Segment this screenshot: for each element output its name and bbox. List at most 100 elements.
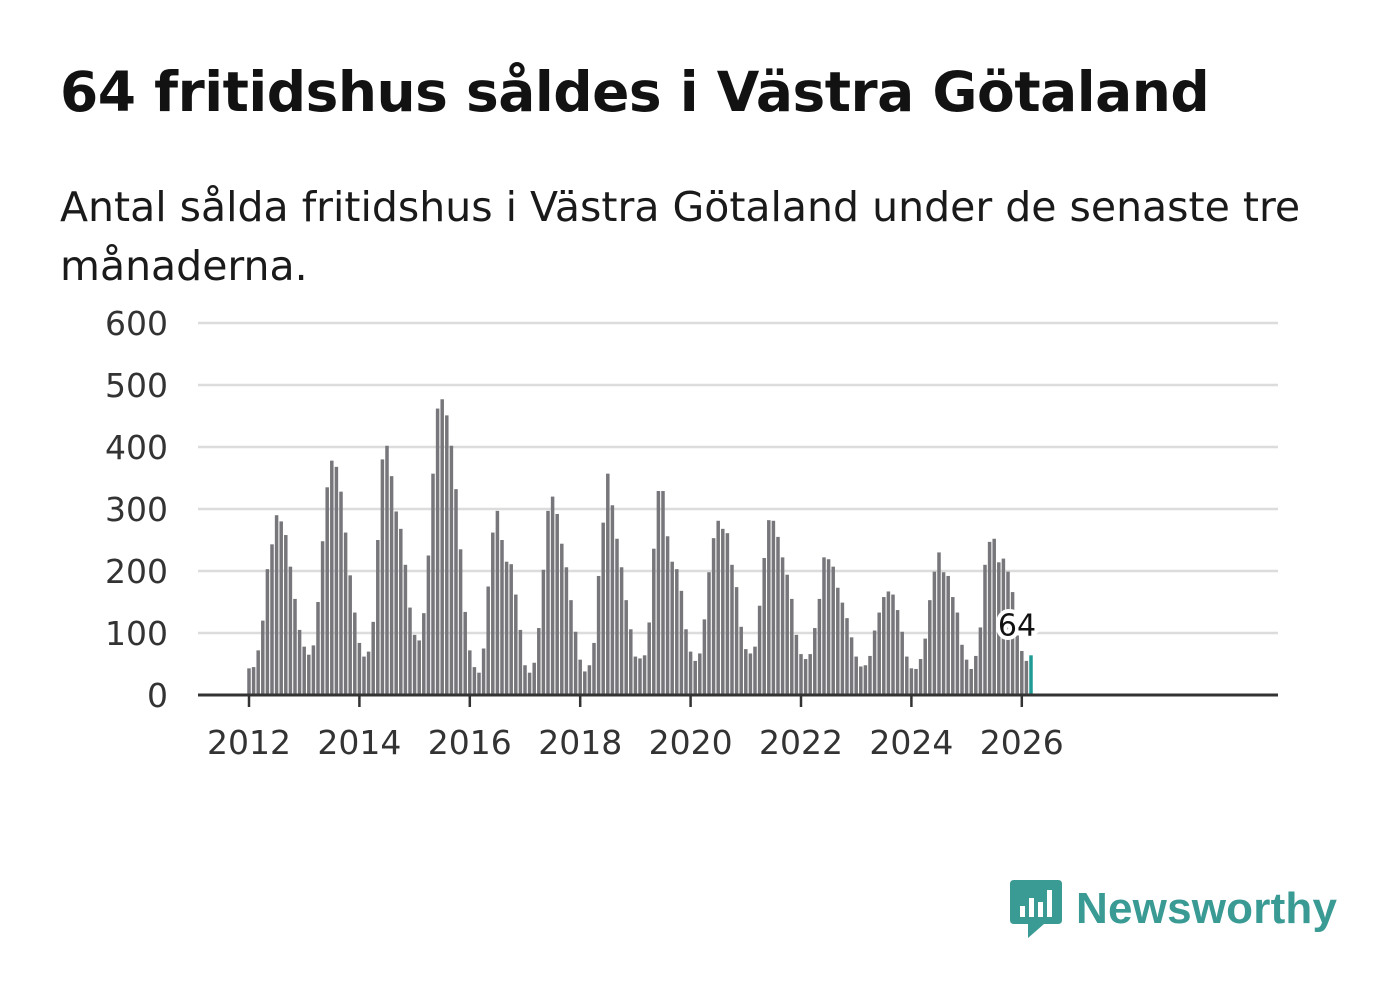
bar [486,586,490,695]
bar [431,473,435,695]
bar [247,668,251,695]
bar [348,575,352,695]
bar [872,630,877,695]
bar [716,520,720,695]
y-tick-label-100: 100 [105,614,168,653]
newsworthy-brand[interactable]: Newsworthy [1010,878,1337,940]
y-tick-label-600: 600 [105,304,168,343]
bar [702,619,707,695]
bar [380,459,385,695]
bar [537,628,541,695]
x-tick-label-2014: 2014 [317,723,401,762]
bar [279,521,283,695]
y-tick-label-500: 500 [105,366,168,405]
bar [583,671,587,695]
bar [458,549,463,695]
bar [932,571,937,695]
bar [311,645,316,695]
bar [831,566,835,695]
bar [610,505,615,695]
bar [449,445,454,695]
bar [776,536,780,695]
bar [928,600,932,695]
bar [633,656,638,695]
bar [293,598,297,695]
bar-highlight [1029,655,1033,695]
x-tick-label-2016: 2016 [428,723,512,762]
bar [541,569,546,695]
bar [840,602,845,695]
bar [417,640,421,695]
bar [886,591,891,695]
bar [297,629,302,695]
bar [366,651,371,695]
bar [389,476,394,695]
bar [569,600,573,695]
y-axis-labels: 0 100 200 300 400 500 600 [105,304,168,715]
bar [468,650,472,695]
bar [624,600,628,695]
bar [385,445,389,695]
bar [302,646,306,695]
bar [573,631,578,695]
bar [868,655,872,695]
bar [753,646,757,695]
bar [578,659,582,695]
bar [606,473,610,695]
bar [679,590,684,695]
bar [748,653,753,695]
bar [463,611,467,695]
bar [909,668,914,695]
bar [684,629,688,695]
bar [362,656,366,695]
bar [357,642,362,695]
bar [555,513,559,695]
bar [270,544,274,695]
bar [550,496,555,695]
bar [918,659,923,695]
bar [307,654,311,695]
bar [895,610,900,695]
bar [532,662,536,695]
bar [403,564,408,695]
bar [974,655,978,695]
bar [587,665,592,695]
bar [320,541,325,695]
bar [785,574,789,695]
bar [523,665,527,695]
bar [546,510,550,695]
bar [435,408,440,695]
highlight-value-label: 64 [998,608,1036,643]
bar [914,668,918,695]
bar [670,561,674,695]
x-tick-label-2018: 2018 [538,723,622,762]
bar [330,460,334,695]
bar [1024,660,1029,695]
bar [923,638,927,695]
bar [734,587,739,695]
bar [592,642,596,695]
bar [288,566,293,695]
bar [265,569,270,695]
bar [997,562,1001,695]
bar [472,667,477,695]
grid-lines [198,321,1278,635]
bar [1015,635,1019,695]
bar [527,672,532,695]
bar [491,532,495,695]
bar [440,399,444,695]
bar [941,572,946,695]
bar [481,648,486,695]
bar [808,654,812,695]
bar [629,629,633,695]
bar [964,659,969,695]
bar [334,466,339,695]
bar [849,637,854,695]
bar [813,628,817,695]
bar [615,538,619,695]
bar [780,557,785,695]
bar [261,620,265,695]
bar [767,520,771,695]
bar [518,629,523,695]
